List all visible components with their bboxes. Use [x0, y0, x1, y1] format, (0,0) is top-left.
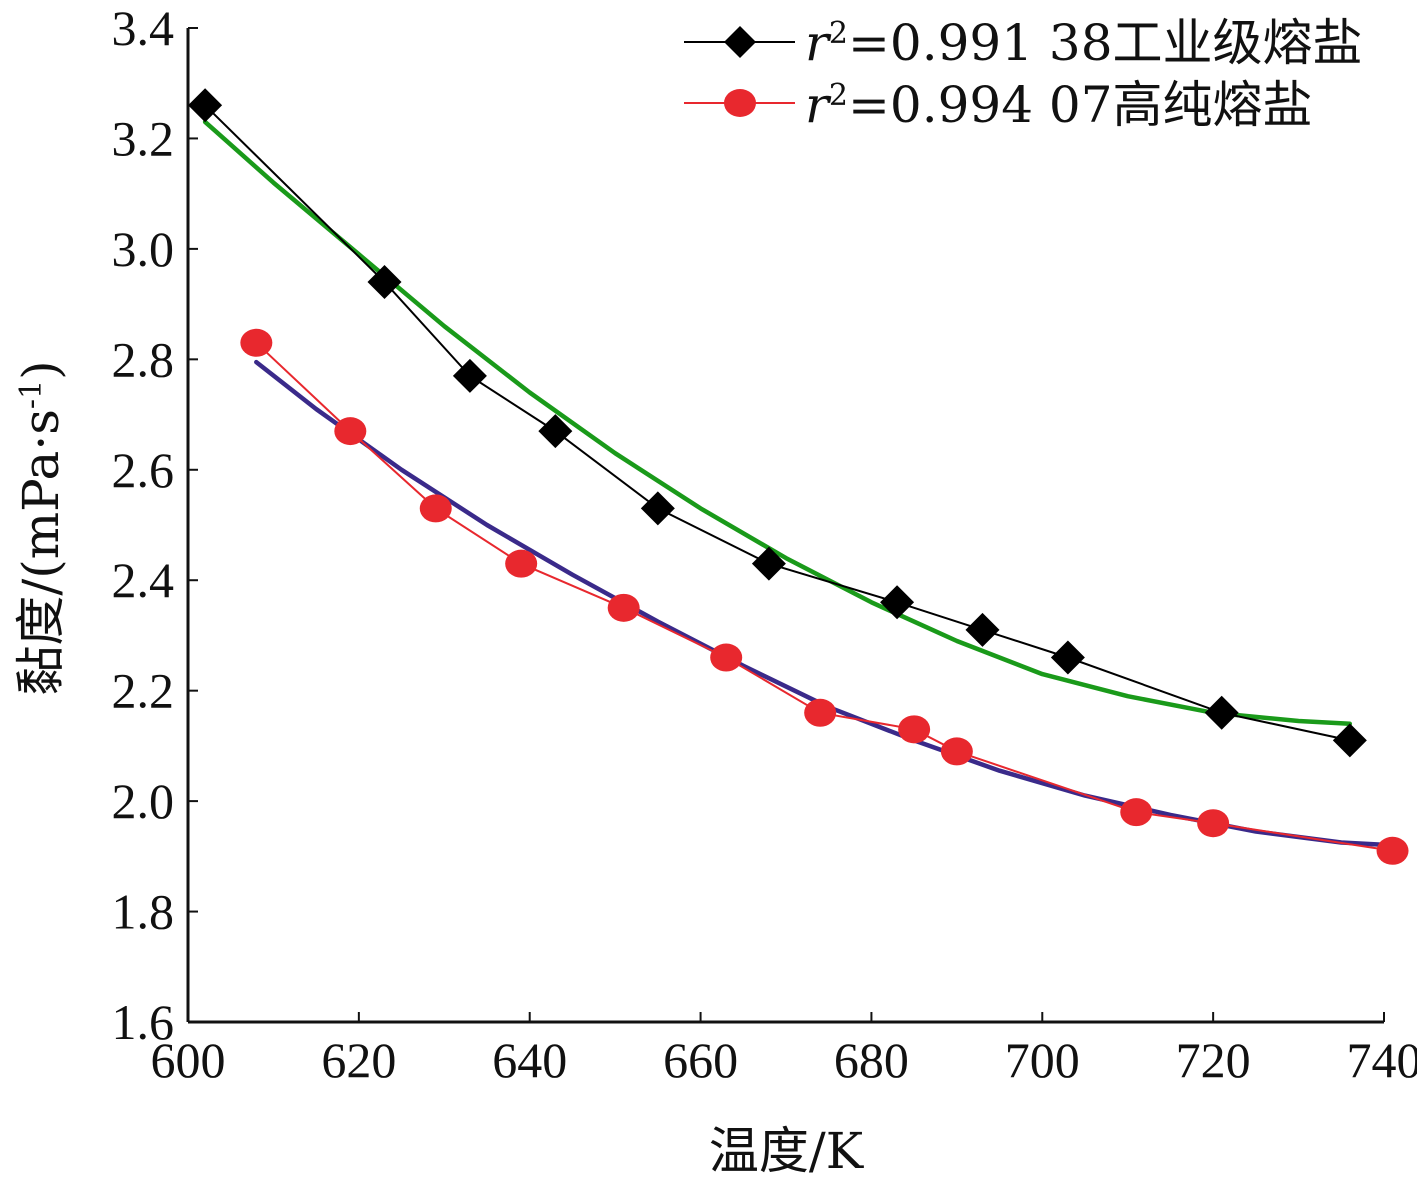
data-point-circle: [419, 494, 452, 523]
data-point-circle: [505, 549, 538, 578]
data-point-diamond: [452, 358, 487, 393]
data-point-circle: [240, 328, 273, 357]
y-tick-label: 2.8: [112, 331, 175, 387]
x-tick-label: 620: [321, 1032, 396, 1088]
y-tick-label: 2.4: [112, 552, 175, 608]
y-axis-label: 黏度/(mPa·s-1): [12, 360, 70, 695]
plot-area: 600 620 640 660 680 700 720 740 1.6 1.8 2.0 2.2 2.4…: [112, 0, 1417, 1088]
data-point-circle: [710, 643, 743, 672]
y-ticks: 1.6 1.8 2.0 2.2 2.4 2.6 2.8 3.0 3.2 3.4: [112, 0, 198, 1050]
y-axis-label-main: 黏度/(mPa·s: [12, 409, 70, 696]
legend: r2=0.991 38工业级熔盐 r2=0.994 07高纯熔盐: [684, 14, 1363, 134]
x-tick-label: 700: [1005, 1032, 1080, 1088]
y-tick-label: 3.4: [112, 0, 175, 56]
data-point-diamond: [880, 585, 915, 620]
data-point-diamond: [367, 265, 402, 300]
x-tick-label: 660: [663, 1032, 738, 1088]
data-point-diamond: [1050, 640, 1085, 675]
fit-curve-series-1: [202, 119, 1353, 727]
legend-label-high-purity: r2=0.994 07高纯熔盐: [805, 76, 1313, 134]
data-point-diamond: [751, 546, 786, 581]
data-point-diamond: [188, 88, 223, 123]
x-tick-label: 600: [151, 1032, 226, 1088]
x-tick-label: 680: [834, 1032, 909, 1088]
legend-entry-high-purity: r2=0.994 07高纯熔盐: [684, 76, 1313, 134]
y-tick-label: 1.6: [112, 994, 175, 1050]
data-point-circle: [1120, 798, 1153, 827]
series-line-2: [255, 342, 1393, 852]
y-axis-label-close: ): [12, 360, 70, 380]
legend-marker-high-purity: [724, 89, 756, 117]
x-tick-label: 740: [1347, 1032, 1417, 1088]
x-tick-label: 720: [1176, 1032, 1251, 1088]
y-tick-label: 3.0: [112, 221, 175, 277]
y-tick-label: 2.0: [112, 773, 175, 829]
y-tick-label: 2.6: [112, 442, 175, 498]
legend-marker-industrial: [724, 26, 756, 58]
series-line-1: [204, 104, 1351, 742]
legend-entry-industrial: r2=0.991 38工业级熔盐: [684, 14, 1363, 72]
legend-label-industrial: r2=0.991 38工业级熔盐: [805, 14, 1363, 72]
data-point-circle: [1376, 836, 1409, 865]
x-ticks: 600 620 640 660 680 700 720 740: [151, 1012, 1417, 1088]
fit-curve-series-2: [254, 359, 1395, 848]
data-point-diamond: [965, 612, 1000, 647]
data-point-diamond: [538, 414, 573, 449]
data-point-circle: [898, 715, 931, 744]
data-series: [188, 88, 1409, 865]
data-point-circle: [334, 417, 367, 446]
y-tick-label: 3.2: [112, 110, 175, 166]
data-point-diamond: [1332, 723, 1367, 758]
data-point-circle: [1197, 809, 1230, 838]
y-tick-label: 1.8: [112, 884, 175, 940]
data-point-diamond: [1204, 695, 1239, 730]
data-point-diamond: [640, 491, 675, 526]
fit-curves: [202, 119, 1395, 848]
y-tick-label: 2.2: [112, 663, 175, 719]
data-point-circle: [804, 698, 837, 727]
y-axis-label-superscript: -1: [14, 380, 49, 409]
data-point-circle: [940, 737, 973, 766]
data-point-circle: [607, 593, 640, 622]
x-axis-label: 温度/K: [709, 1122, 865, 1180]
x-tick-label: 640: [492, 1032, 567, 1088]
